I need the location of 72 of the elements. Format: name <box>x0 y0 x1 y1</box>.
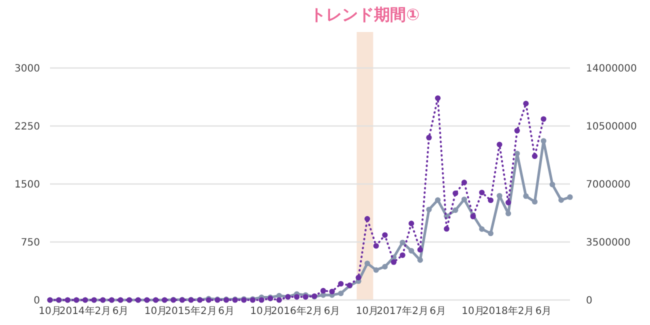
point <box>540 138 546 144</box>
point <box>461 180 468 186</box>
point <box>258 297 264 303</box>
point <box>558 197 564 203</box>
point <box>373 243 379 249</box>
point <box>434 197 441 203</box>
point <box>426 134 432 140</box>
x-tick-label: 10月 <box>462 306 484 317</box>
y2-tick-label: 10500000 <box>586 122 637 132</box>
point <box>400 252 406 258</box>
x-tick-label: 10月 <box>250 306 273 317</box>
point <box>356 274 362 280</box>
y-tick-label: 0 <box>34 296 40 306</box>
x-tick-label: 2018年2月 <box>482 305 534 317</box>
point <box>373 267 379 273</box>
y-tick-label: 2250 <box>14 122 40 132</box>
point <box>364 216 370 222</box>
point <box>514 150 520 156</box>
point <box>452 207 458 213</box>
point <box>426 206 432 212</box>
y2-tick-label: 3500000 <box>586 238 631 248</box>
y-tick-label: 3000 <box>14 64 40 74</box>
point <box>532 198 538 205</box>
x-tick-label: 2014年2月 <box>59 305 112 317</box>
point <box>488 197 494 204</box>
point <box>540 116 546 122</box>
point <box>514 128 520 134</box>
point <box>382 232 388 238</box>
point <box>479 226 485 232</box>
point <box>417 257 423 263</box>
point <box>488 230 494 236</box>
point <box>364 260 370 266</box>
point <box>506 210 512 216</box>
y-tick-label: 1500 <box>14 180 40 190</box>
x-tick-label: 6月 <box>430 306 446 317</box>
x-tick-label: 2016年2月 <box>270 305 323 317</box>
point <box>408 248 414 254</box>
point <box>461 196 468 202</box>
point <box>550 182 556 188</box>
y-tick-label: 750 <box>20 238 40 248</box>
point <box>452 190 458 196</box>
point <box>496 142 502 148</box>
x-tick-label: 6月 <box>535 306 552 317</box>
point <box>417 246 423 253</box>
x-tick-label: 10月 <box>38 306 62 317</box>
point <box>567 194 573 200</box>
point <box>338 290 344 296</box>
point <box>408 220 414 226</box>
point <box>523 100 529 106</box>
point <box>329 288 335 294</box>
y2-tick-label: 7000000 <box>586 180 631 190</box>
x-tick-label: 6月 <box>218 306 234 317</box>
y2-tick-label: 0 <box>586 296 592 306</box>
point <box>434 95 441 101</box>
x-tick-label: 2017年2月 <box>376 305 428 317</box>
point <box>338 280 344 287</box>
point <box>479 190 485 196</box>
point <box>382 264 388 270</box>
y2-tick-label: 14000000 <box>586 64 637 74</box>
point <box>294 294 300 300</box>
x-tick-label: 2015年2月 <box>165 305 217 317</box>
point <box>532 153 538 159</box>
point <box>506 200 512 206</box>
point <box>276 297 282 303</box>
point <box>390 259 397 265</box>
point <box>320 288 326 294</box>
point <box>444 226 450 232</box>
point <box>523 193 529 199</box>
point <box>400 240 406 246</box>
band-label: トレンド期間① <box>310 5 420 24</box>
x-tick-label: 6月 <box>324 306 340 317</box>
x-tick-label: 6月 <box>112 306 129 317</box>
